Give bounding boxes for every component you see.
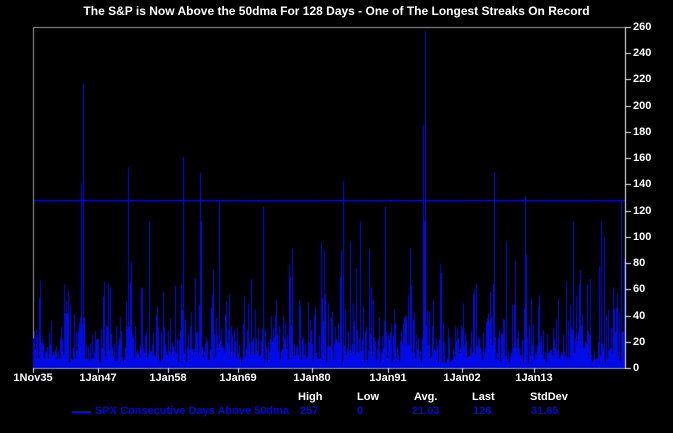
y-axis-tick-label: 40 [633,310,646,322]
y-axis-tick-label: 220 [633,73,652,85]
y-axis-tick-label: 240 [633,47,652,59]
x-axis-tick-label: 1Jan80 [293,372,331,384]
y-axis-tick-label: 140 [633,178,652,190]
stat-stdev-header: StdDev [530,391,568,403]
y-axis-tick-label: 160 [633,152,652,164]
stat-last-header: Last [472,391,495,403]
x-axis-tick-label: 1Jan69 [219,372,257,384]
x-axis-tick-label: 1Jan02 [443,372,481,384]
stat-low-value: 0 [357,405,364,417]
y-axis-tick-label: 260 [633,21,652,33]
stat-low-header: Low [357,391,379,403]
y-axis-tick-label: 180 [633,126,652,138]
y-axis-tick-label: 60 [633,283,646,295]
stat-stdev-value: 31.65 [531,405,559,417]
y-axis-tick-label: 200 [633,100,652,112]
y-axis-tick-label: 80 [633,257,646,269]
x-axis-tick-label: 1Jan47 [79,372,117,384]
y-axis-tick-label: 120 [633,205,652,217]
x-axis-tick-label: 1Jan13 [515,372,553,384]
x-axis-tick-label: 1Jan91 [369,372,407,384]
y-axis-tick-label: 0 [633,362,640,374]
x-axis-tick-label: 1Jan58 [149,372,187,384]
legend-line-sample [72,411,91,413]
stat-avg-header: Avg. [414,391,438,403]
stat-last-value: 128 [473,405,492,417]
stat-high-header: High [298,391,323,403]
stat-avg-value: 21.03 [412,405,440,417]
x-axis-tick-label: 1Nov35 [13,372,53,384]
stat-high-value: 257 [300,405,319,417]
y-axis-tick-label: 100 [633,231,652,243]
legend-series-label: SPX Consecutive Days Above 50dma [95,405,290,417]
y-axis-tick-label: 20 [633,336,646,348]
